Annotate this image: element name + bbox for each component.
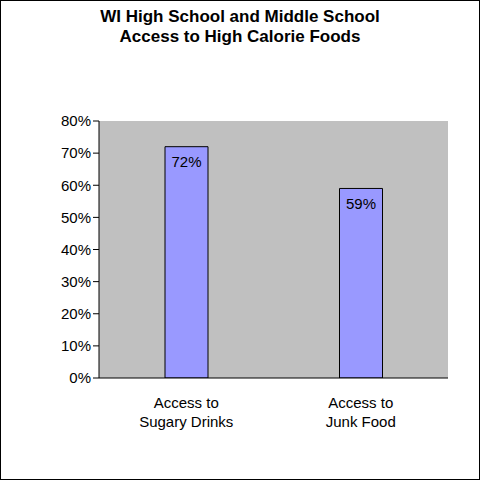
svg-text:72%: 72% [171,153,201,170]
svg-text:20%: 20% [61,305,91,322]
svg-text:10%: 10% [61,337,91,354]
svg-text:30%: 30% [61,273,91,290]
svg-text:59%: 59% [346,195,376,212]
svg-text:70%: 70% [61,144,91,161]
svg-text:60%: 60% [61,177,91,194]
svg-text:0%: 0% [69,369,91,386]
svg-text:40%: 40% [61,241,91,258]
svg-text:Access toSugary Drinks: Access toSugary Drinks [139,394,233,430]
html-text:WI High School and Middle Scho: WI High School and Middle School Access … [100,7,380,46]
svg-text:80%: 80% [61,112,91,129]
svg-text:Access toJunk Food: Access toJunk Food [326,394,396,430]
svg-text:50%: 50% [61,209,91,226]
